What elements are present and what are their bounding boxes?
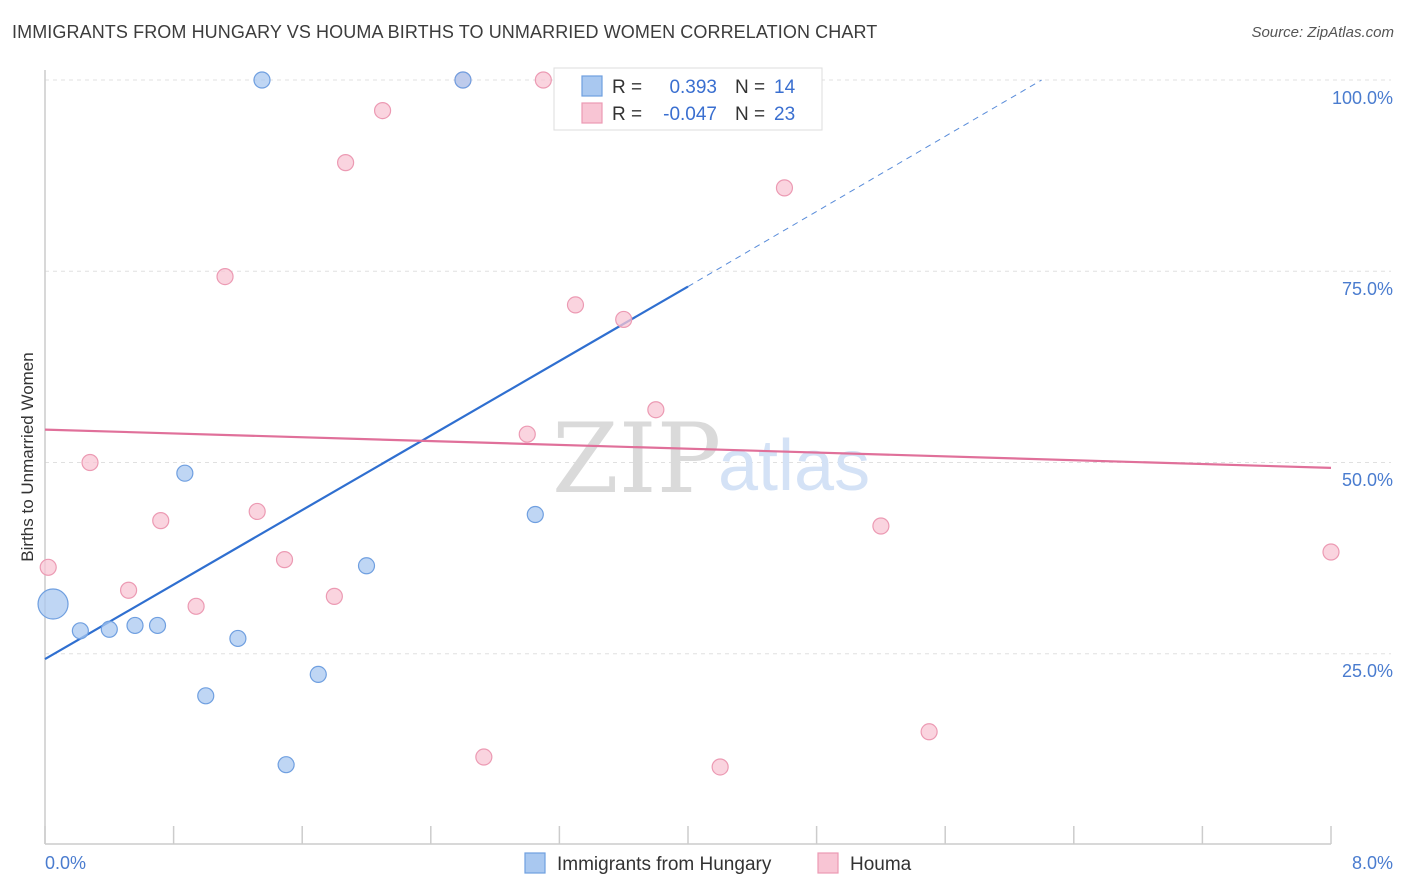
legend-n-value-hungary: 14: [774, 77, 796, 98]
point-houma-17: [647, 401, 665, 419]
point-houma-10: [373, 101, 392, 120]
point-houma-6: [248, 502, 266, 521]
y-tick-label-50: 50.0%: [1342, 470, 1393, 490]
point-hungary-3: [126, 616, 144, 635]
point-houma-19: [775, 179, 794, 197]
legend-n-label-houma: N =: [735, 104, 765, 125]
trend-line-extension-hungary: [687, 79, 1042, 287]
point-houma-18: [711, 758, 729, 776]
point-hungary-0: [37, 588, 69, 620]
point-houma-3: [152, 512, 170, 530]
point-hungary-2: [100, 620, 118, 638]
legend-r-value-houma: -0.047: [663, 104, 717, 125]
correlation-legend: R = 0.393 N = 14 R = -0.047 N = 23: [553, 67, 823, 131]
point-hungary-9: [277, 756, 295, 774]
point-houma-2: [119, 581, 138, 599]
point-hungary-5: [176, 464, 194, 482]
series-legend: Immigrants from Hungary Houma: [524, 852, 912, 875]
point-hungary-12: [454, 71, 472, 89]
y-tick-label-75: 75.0%: [1342, 279, 1393, 299]
point-hungary-6: [197, 687, 215, 705]
legend-n-label-hungary: N =: [735, 77, 765, 98]
point-houma-9: [337, 154, 355, 172]
legend-swatch-houma: [581, 102, 603, 124]
point-hungary-7: [229, 629, 247, 648]
trend-lines: [44, 79, 1332, 661]
bottom-legend-label-hungary: Immigrants from Hungary: [557, 854, 772, 875]
legend-r-label-hungary: R =: [612, 77, 642, 98]
point-houma-14: [534, 71, 552, 89]
point-hungary-11: [357, 557, 376, 575]
y-tick-label-25: 25.0%: [1342, 661, 1393, 681]
point-houma-5: [216, 268, 234, 286]
watermark-atlas: atlas: [718, 426, 870, 506]
watermark: ZIP atlas: [552, 403, 870, 515]
point-houma-16: [615, 310, 633, 329]
bottom-legend-swatch-hungary: [524, 852, 546, 874]
y-tick-label-100: 100.0%: [1332, 88, 1393, 108]
point-houma-21: [920, 723, 938, 741]
trend-line-hungary: [44, 285, 689, 661]
legend-r-label-houma: R =: [612, 104, 642, 125]
legend-n-value-houma: 23: [774, 104, 795, 125]
legend-swatch-hungary: [581, 75, 603, 97]
legend-r-value-hungary: 0.393: [669, 77, 717, 98]
chart-title: IMMIGRANTS FROM HUNGARY VS HOUMA BIRTHS …: [12, 22, 878, 42]
point-houma-13: [518, 425, 536, 443]
chart-source: Source: ZipAtlas.com: [1251, 24, 1394, 41]
point-houma-22: [1322, 543, 1340, 561]
gridlines: [45, 79, 1391, 655]
bottom-legend-label-houma: Houma: [850, 854, 912, 875]
data-points: [37, 71, 1340, 776]
trend-line-houma: [44, 428, 1332, 469]
point-houma-12: [475, 748, 493, 766]
point-hungary-1: [71, 622, 89, 640]
point-houma-1: [81, 453, 99, 472]
y-axis-title: Births to Unmarried Women: [18, 352, 37, 561]
point-houma-7: [275, 551, 294, 569]
bottom-legend-swatch-houma: [817, 852, 839, 874]
point-houma-20: [872, 517, 890, 535]
x-ticks: [44, 826, 1332, 844]
point-houma-15: [566, 296, 585, 314]
x-tick-label-min: 0.0%: [45, 853, 86, 873]
point-hungary-8: [253, 71, 271, 89]
point-hungary-4: [148, 616, 167, 635]
watermark-zip: ZIP: [552, 403, 721, 515]
point-houma-4: [187, 597, 205, 615]
point-hungary-13: [526, 505, 544, 524]
point-hungary-10: [309, 665, 327, 684]
x-tick-label-max: 8.0%: [1352, 853, 1393, 873]
point-houma-8: [325, 587, 343, 605]
point-houma-0: [39, 558, 57, 576]
